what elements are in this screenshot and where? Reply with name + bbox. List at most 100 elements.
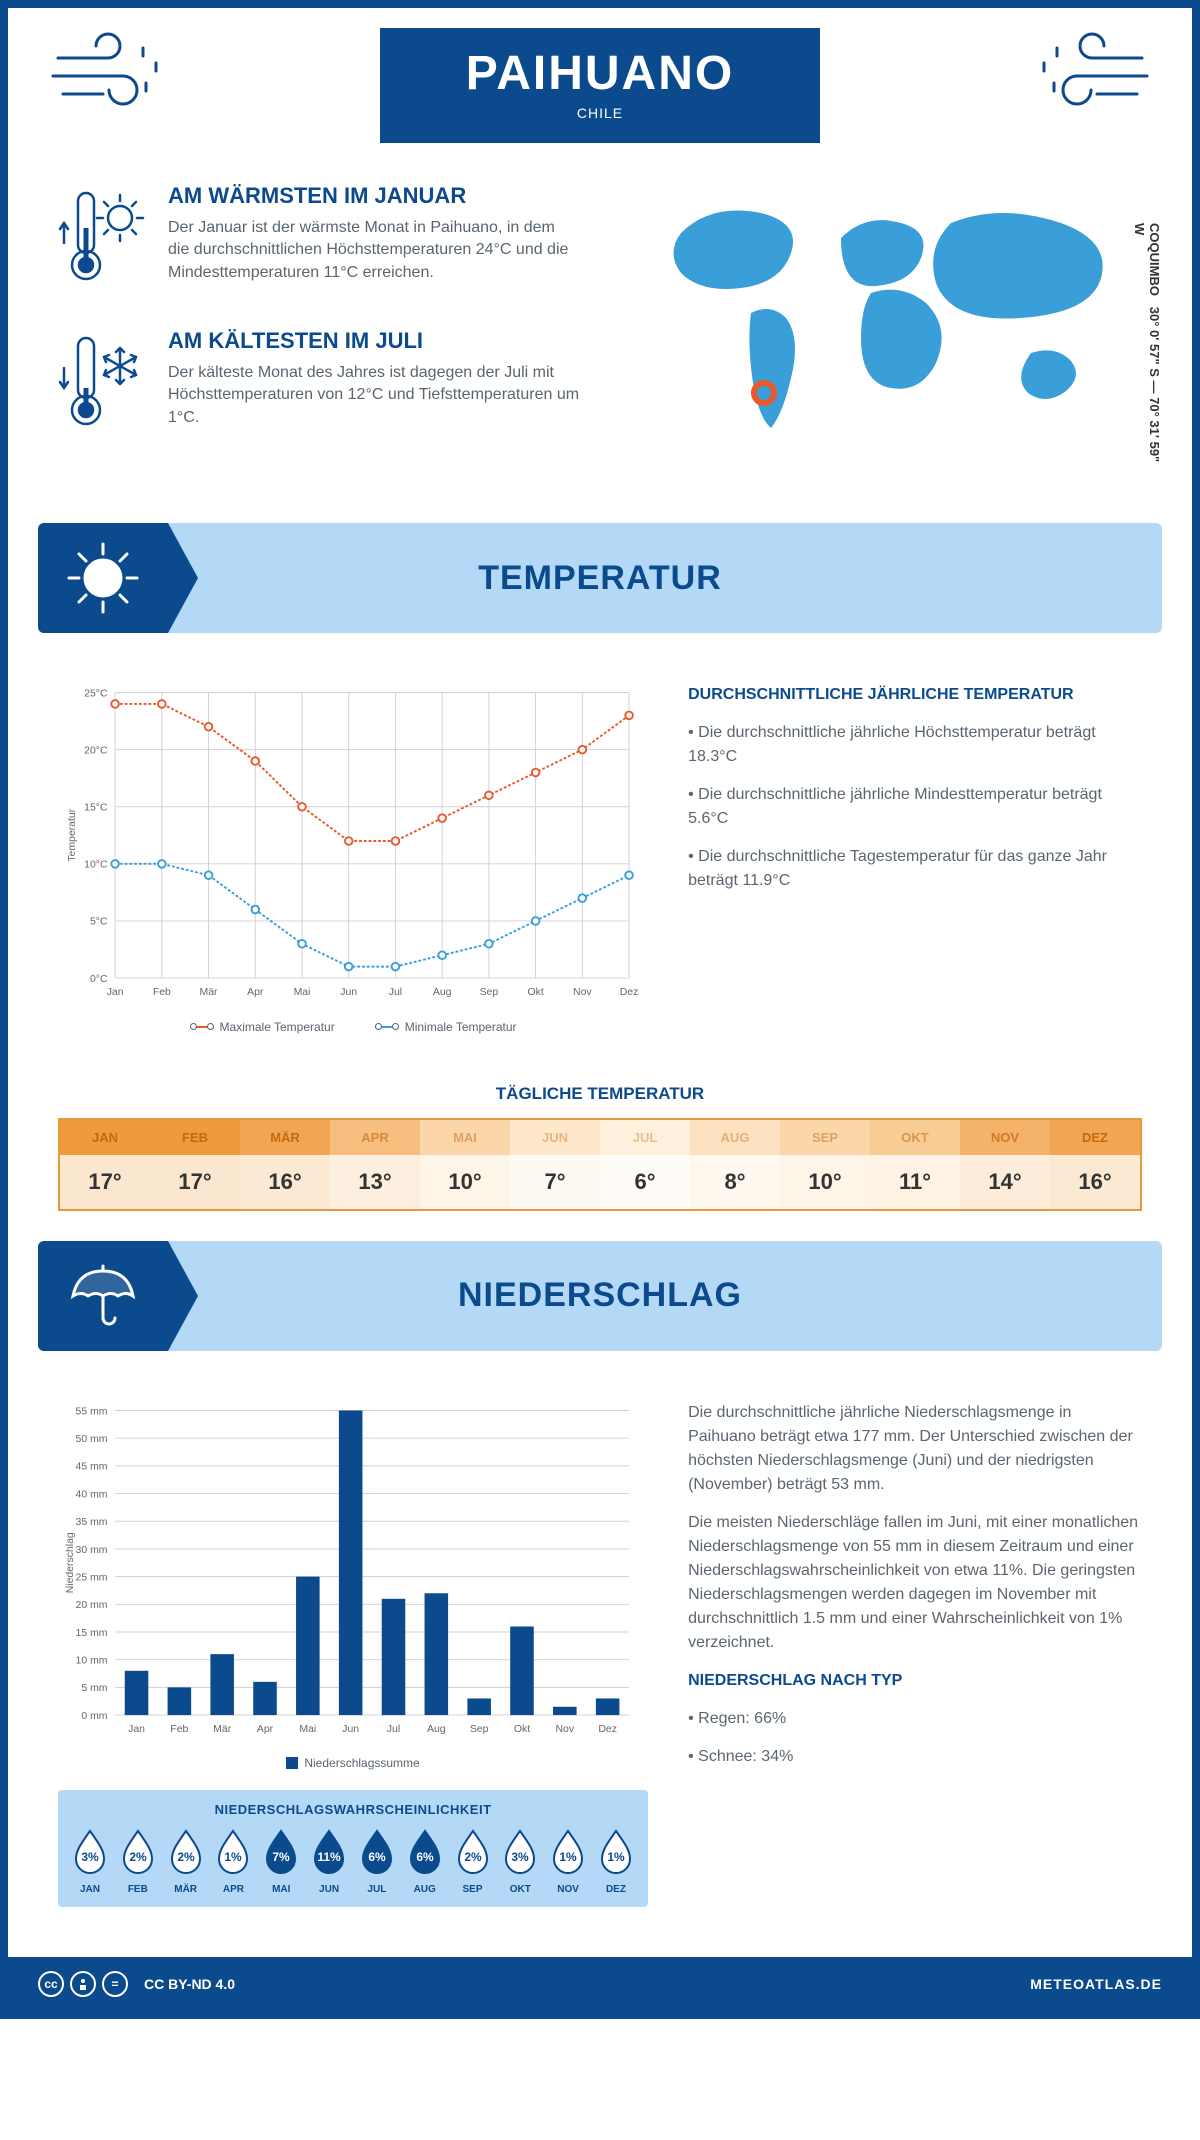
svg-text:Apr: Apr bbox=[247, 987, 264, 998]
svg-text:Jul: Jul bbox=[387, 1724, 400, 1735]
daily-temp-table: JAN17°FEB17°MÄR16°APR13°MAI10°JUN7°JUL6°… bbox=[58, 1118, 1142, 1211]
precip-drop: 6%AUG bbox=[403, 1827, 447, 1895]
thermometer-snow-icon bbox=[58, 328, 148, 443]
section-header-temperature: TEMPERATUR bbox=[38, 523, 1162, 633]
fact-warm-title: AM WÄRMSTEN IM JANUAR bbox=[168, 183, 580, 209]
svg-text:40 mm: 40 mm bbox=[76, 1489, 108, 1500]
by-icon bbox=[70, 1971, 96, 1997]
temp-cell: APR13° bbox=[330, 1120, 420, 1209]
umbrella-icon bbox=[38, 1241, 168, 1351]
precip-drop: 7%MAI bbox=[259, 1827, 303, 1895]
thermometer-sun-icon bbox=[58, 183, 148, 298]
temp-cell: JUL6° bbox=[600, 1120, 690, 1209]
svg-text:Jul: Jul bbox=[389, 987, 402, 998]
license-label: CC BY-ND 4.0 bbox=[144, 1976, 235, 1992]
temp-bullet-0: • Die durchschnittliche jährliche Höchst… bbox=[688, 721, 1142, 769]
precip-probability-panel: NIEDERSCHLAGSWAHRSCHEINLICHKEIT 3%JAN2%F… bbox=[58, 1790, 648, 1907]
svg-text:Jun: Jun bbox=[342, 1724, 359, 1735]
svg-text:10 mm: 10 mm bbox=[76, 1655, 108, 1666]
temp-cell: AUG8° bbox=[690, 1120, 780, 1209]
fact-warm-text: Der Januar ist der wärmste Monat in Paih… bbox=[168, 217, 580, 284]
svg-text:Feb: Feb bbox=[153, 987, 171, 998]
svg-text:15 mm: 15 mm bbox=[76, 1627, 108, 1638]
temp-bullet-2: • Die durchschnittliche Tagestemperatur … bbox=[688, 845, 1142, 893]
precip-text-2: Die meisten Niederschläge fallen im Juni… bbox=[688, 1511, 1142, 1655]
precip-drop: 2%FEB bbox=[116, 1827, 160, 1895]
temperature-summary: DURCHSCHNITTLICHE JÄHRLICHE TEMPERATUR •… bbox=[688, 683, 1142, 1034]
fact-warmest: AM WÄRMSTEN IM JANUAR Der Januar ist der… bbox=[58, 183, 580, 298]
temp-cell: JUN7° bbox=[510, 1120, 600, 1209]
svg-text:2%: 2% bbox=[464, 1850, 482, 1864]
precip-type-1: • Schnee: 34% bbox=[688, 1745, 1142, 1769]
precip-summary: Die durchschnittliche jährliche Niedersc… bbox=[688, 1401, 1142, 1928]
svg-text:Nov: Nov bbox=[556, 1724, 575, 1735]
section-title-precip: NIEDERSCHLAG bbox=[458, 1276, 742, 1315]
page: PAIHUANO CHILE AM WÄRMSTEN IM JANUAR Der… bbox=[0, 0, 1200, 2019]
svg-text:20 mm: 20 mm bbox=[76, 1600, 108, 1611]
section-title-temp: TEMPERATUR bbox=[478, 559, 722, 598]
svg-text:2%: 2% bbox=[177, 1850, 195, 1864]
svg-text:Okt: Okt bbox=[527, 987, 543, 998]
precip-type-0: • Regen: 66% bbox=[688, 1707, 1142, 1731]
precip-prob-title: NIEDERSCHLAGSWAHRSCHEINLICHKEIT bbox=[68, 1802, 638, 1817]
precip-drop: 6%JUL bbox=[355, 1827, 399, 1895]
svg-text:25°C: 25°C bbox=[84, 688, 108, 699]
svg-text:50 mm: 50 mm bbox=[76, 1434, 108, 1445]
temperature-row: 0°C5°C10°C15°C20°C25°CJanFebMärAprMaiJun… bbox=[8, 653, 1192, 1064]
precip-drop: 2%SEP bbox=[451, 1827, 495, 1895]
svg-text:Jun: Jun bbox=[340, 987, 357, 998]
svg-text:Nov: Nov bbox=[573, 987, 592, 998]
svg-text:Mai: Mai bbox=[294, 987, 311, 998]
svg-text:15°C: 15°C bbox=[84, 803, 108, 814]
svg-text:Jan: Jan bbox=[128, 1724, 145, 1735]
temp-chart-legend: Maximale Temperatur Minimale Temperatur bbox=[58, 1020, 648, 1034]
svg-text:Sep: Sep bbox=[470, 1724, 489, 1735]
daily-temp-heading: TÄGLICHE TEMPERATUR bbox=[8, 1084, 1192, 1104]
svg-text:Dez: Dez bbox=[620, 987, 639, 998]
svg-text:30 mm: 30 mm bbox=[76, 1544, 108, 1555]
temperature-line-chart: 0°C5°C10°C15°C20°C25°CJanFebMärAprMaiJun… bbox=[58, 683, 648, 1034]
svg-text:20°C: 20°C bbox=[84, 745, 108, 756]
svg-text:6%: 6% bbox=[416, 1850, 434, 1864]
svg-text:Dez: Dez bbox=[598, 1724, 617, 1735]
world-map-icon bbox=[620, 183, 1142, 448]
temp-cell: MAI10° bbox=[420, 1120, 510, 1209]
country-label: CHILE bbox=[440, 105, 760, 121]
precip-type-title: NIEDERSCHLAG NACH TYP bbox=[688, 1669, 1142, 1693]
intro-facts: AM WÄRMSTEN IM JANUAR Der Januar ist der… bbox=[58, 183, 580, 473]
svg-text:25 mm: 25 mm bbox=[76, 1572, 108, 1583]
precip-bar-chart: 0 mm5 mm10 mm15 mm20 mm25 mm30 mm35 mm40… bbox=[58, 1401, 648, 1928]
svg-text:0 mm: 0 mm bbox=[81, 1710, 107, 1721]
svg-text:1%: 1% bbox=[559, 1850, 577, 1864]
svg-text:Mär: Mär bbox=[213, 1724, 232, 1735]
svg-text:Temperatur: Temperatur bbox=[67, 808, 78, 861]
svg-text:7%: 7% bbox=[273, 1850, 291, 1864]
temp-cell: MÄR16° bbox=[240, 1120, 330, 1209]
temp-bullet-1: • Die durchschnittliche jährliche Mindes… bbox=[688, 783, 1142, 831]
cc-icon: cc bbox=[38, 1971, 64, 1997]
intro-section: AM WÄRMSTEN IM JANUAR Der Januar ist der… bbox=[8, 143, 1192, 503]
precip-drop: 1%DEZ bbox=[594, 1827, 638, 1895]
svg-text:Mai: Mai bbox=[299, 1724, 316, 1735]
section-header-precip: NIEDERSCHLAG bbox=[38, 1241, 1162, 1351]
svg-text:3%: 3% bbox=[81, 1850, 99, 1864]
cc-license-icons: cc = CC BY-ND 4.0 bbox=[38, 1971, 235, 1997]
temp-cell: FEB17° bbox=[150, 1120, 240, 1209]
precip-drop: 11%JUN bbox=[307, 1827, 351, 1895]
fact-cold-text: Der kälteste Monat des Jahres ist dagege… bbox=[168, 362, 580, 429]
svg-text:0°C: 0°C bbox=[90, 974, 108, 985]
precip-drop: 3%JAN bbox=[68, 1827, 112, 1895]
precip-drop: 3%OKT bbox=[498, 1827, 542, 1895]
temp-cell: SEP10° bbox=[780, 1120, 870, 1209]
precip-text-1: Die durchschnittliche jährliche Niedersc… bbox=[688, 1401, 1142, 1497]
site-label: METEOATLAS.DE bbox=[1030, 1976, 1162, 1992]
svg-text:Aug: Aug bbox=[433, 987, 452, 998]
svg-text:3%: 3% bbox=[512, 1850, 530, 1864]
svg-text:2%: 2% bbox=[129, 1850, 147, 1864]
footer: cc = CC BY-ND 4.0 METEOATLAS.DE bbox=[8, 1957, 1192, 2011]
map-block: COQUIMBO 30° 0' 57" S — 70° 31' 59" W bbox=[620, 183, 1142, 473]
wind-icon-left bbox=[48, 28, 178, 123]
sun-icon bbox=[38, 523, 168, 633]
coordinates: COQUIMBO 30° 0' 57" S — 70° 31' 59" W bbox=[1132, 223, 1162, 473]
temp-cell: DEZ16° bbox=[1050, 1120, 1140, 1209]
